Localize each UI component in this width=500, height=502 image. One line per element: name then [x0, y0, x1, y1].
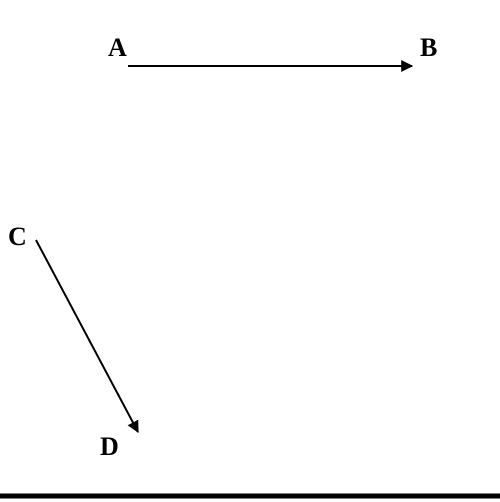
vector-diagram [0, 0, 500, 502]
label-C: C [8, 222, 27, 252]
label-B: B [420, 33, 437, 63]
label-A: A [108, 33, 127, 63]
label-D: D [100, 432, 119, 462]
vector-CD [36, 240, 138, 432]
